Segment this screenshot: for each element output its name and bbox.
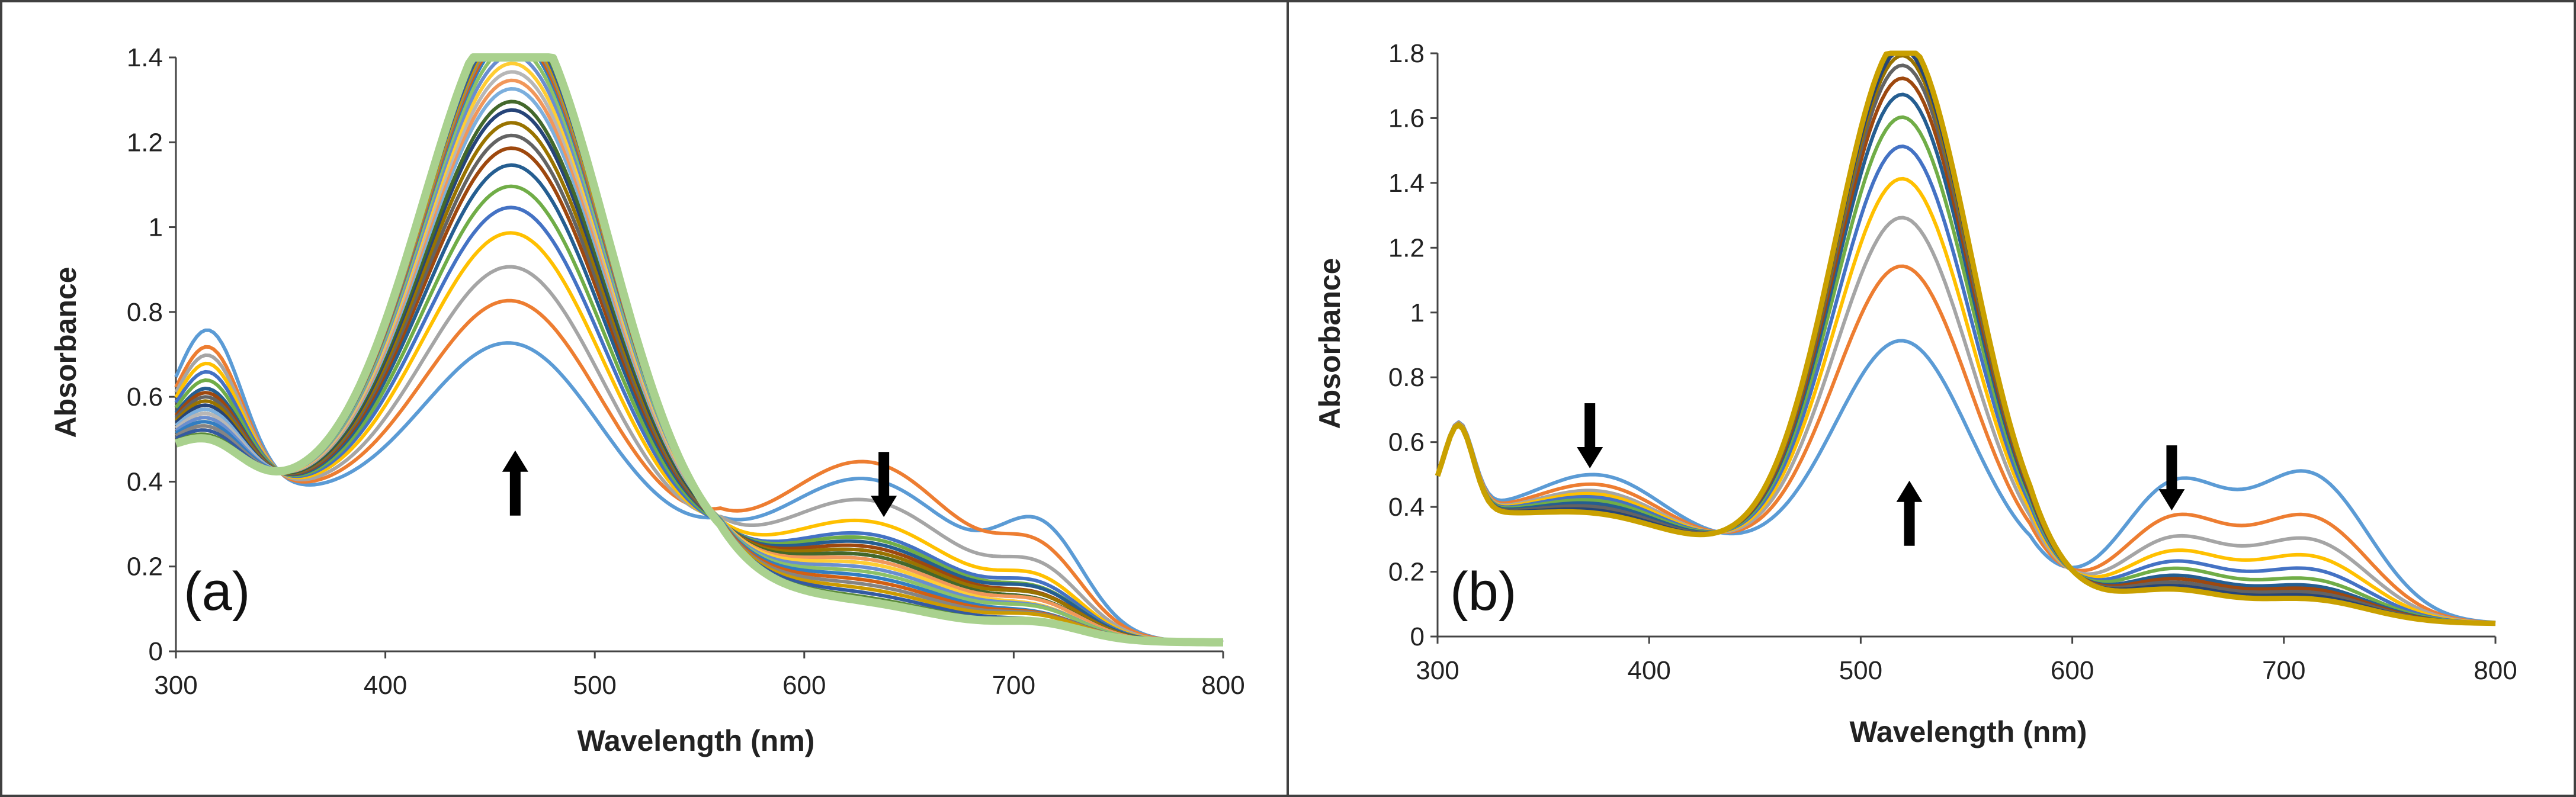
spectrum-line [174,205,1224,644]
spectrum-line [175,56,1224,644]
up-arrow-icon [1896,480,1923,546]
spectrum-line [1436,264,2496,625]
y-tick-label: 0.4 [1388,493,1425,522]
y-tick-label: 1.6 [1388,104,1425,133]
x-tick-label: 700 [992,671,1035,700]
spectrum-line [174,184,1224,644]
spectrum-line [1436,144,2496,625]
y-tick-label: 0.6 [1388,428,1425,457]
x-tick-label: 500 [573,671,616,700]
y-tick-label: 0.6 [127,383,163,412]
y-tick-label: 1.2 [1388,233,1425,262]
spectrum-line [175,62,1223,644]
spectrum-line [174,146,1224,644]
spectrum-line [175,56,1224,644]
spectrum-line [1436,92,2496,625]
y-tick-label: 0.8 [1388,363,1425,392]
y-tick-label: 0 [1410,622,1425,651]
spectrum-line [174,53,1223,647]
spectrum-line [175,56,1223,644]
down-arrow-icon [871,452,897,518]
y-tick-label: 1 [1410,298,1425,327]
x-tick-label: 600 [2051,656,2094,685]
y-tick-label: 1.4 [1388,169,1425,198]
panel-b: Absorbance Wavelength (nm) (b) 0 0.2 0.4 0.… [1313,39,2517,748]
x-tick-label: 600 [782,671,826,700]
spectrum-line [174,163,1224,644]
spectrum-line [1436,53,2495,625]
y-tick-label: 1.2 [127,128,163,157]
down-arrow-icon [1577,403,1603,468]
y-tick-label: 0.8 [127,298,163,327]
spectrum-line [175,78,1223,644]
spectrum-line [175,70,1223,644]
x-tick-label: 800 [1201,671,1244,700]
spectra-series [1435,50,2496,626]
spectrum-line [1436,52,2495,625]
x-tick-label: 400 [364,671,407,700]
y-axis-title: Absorbance [49,267,82,438]
y-tick-label: 1 [149,213,163,242]
y-tick-label: 0.4 [127,467,163,496]
panel-a: Absorbance Wavelength (nm) (a) 0 0.2 0.4 0.… [49,43,1245,757]
spectrum-line [1436,339,2496,625]
y-tick-label: 1.4 [127,43,163,72]
y-tick-label: 0 [149,637,163,666]
panel-label: (b) [1450,561,1516,622]
x-axis-title: Wavelength (nm) [1850,715,2087,748]
spectrum-line [1436,52,2496,625]
x-axis-title: Wavelength (nm) [578,724,815,757]
x-tick-label: 700 [2262,656,2305,685]
panel-divider [1287,0,1289,797]
x-tick-label: 800 [2474,656,2517,685]
spectrum-line [175,56,1223,644]
spectrum-line [175,56,1224,644]
panel-label: (a) [184,561,250,622]
spectrum-line [1436,216,2496,625]
spectrum-line [175,99,1224,644]
spectra-series [174,53,1224,647]
spectrum-line [175,56,1224,644]
spectrum-line [174,328,1224,644]
spectrum-line [1435,50,2496,626]
spectrum-line [1436,176,2496,625]
spectrum-line [175,87,1223,644]
y-tick-label: 1.8 [1388,39,1425,68]
up-arrow-icon [502,450,528,516]
y-axis-title: Absorbance [1313,258,1346,429]
y-tick-label: 0.2 [1388,558,1425,587]
x-tick-label: 500 [1839,656,1882,685]
spectrum-line [175,56,1223,644]
spectrum-line [1436,115,2496,625]
x-tick-label: 300 [1416,656,1459,685]
y-tick-label: 0.2 [127,552,163,581]
spectrum-line [175,56,1224,644]
x-tick-label: 400 [1627,656,1670,685]
down-arrow-icon [2158,445,2185,511]
x-tick-label: 300 [154,671,197,700]
